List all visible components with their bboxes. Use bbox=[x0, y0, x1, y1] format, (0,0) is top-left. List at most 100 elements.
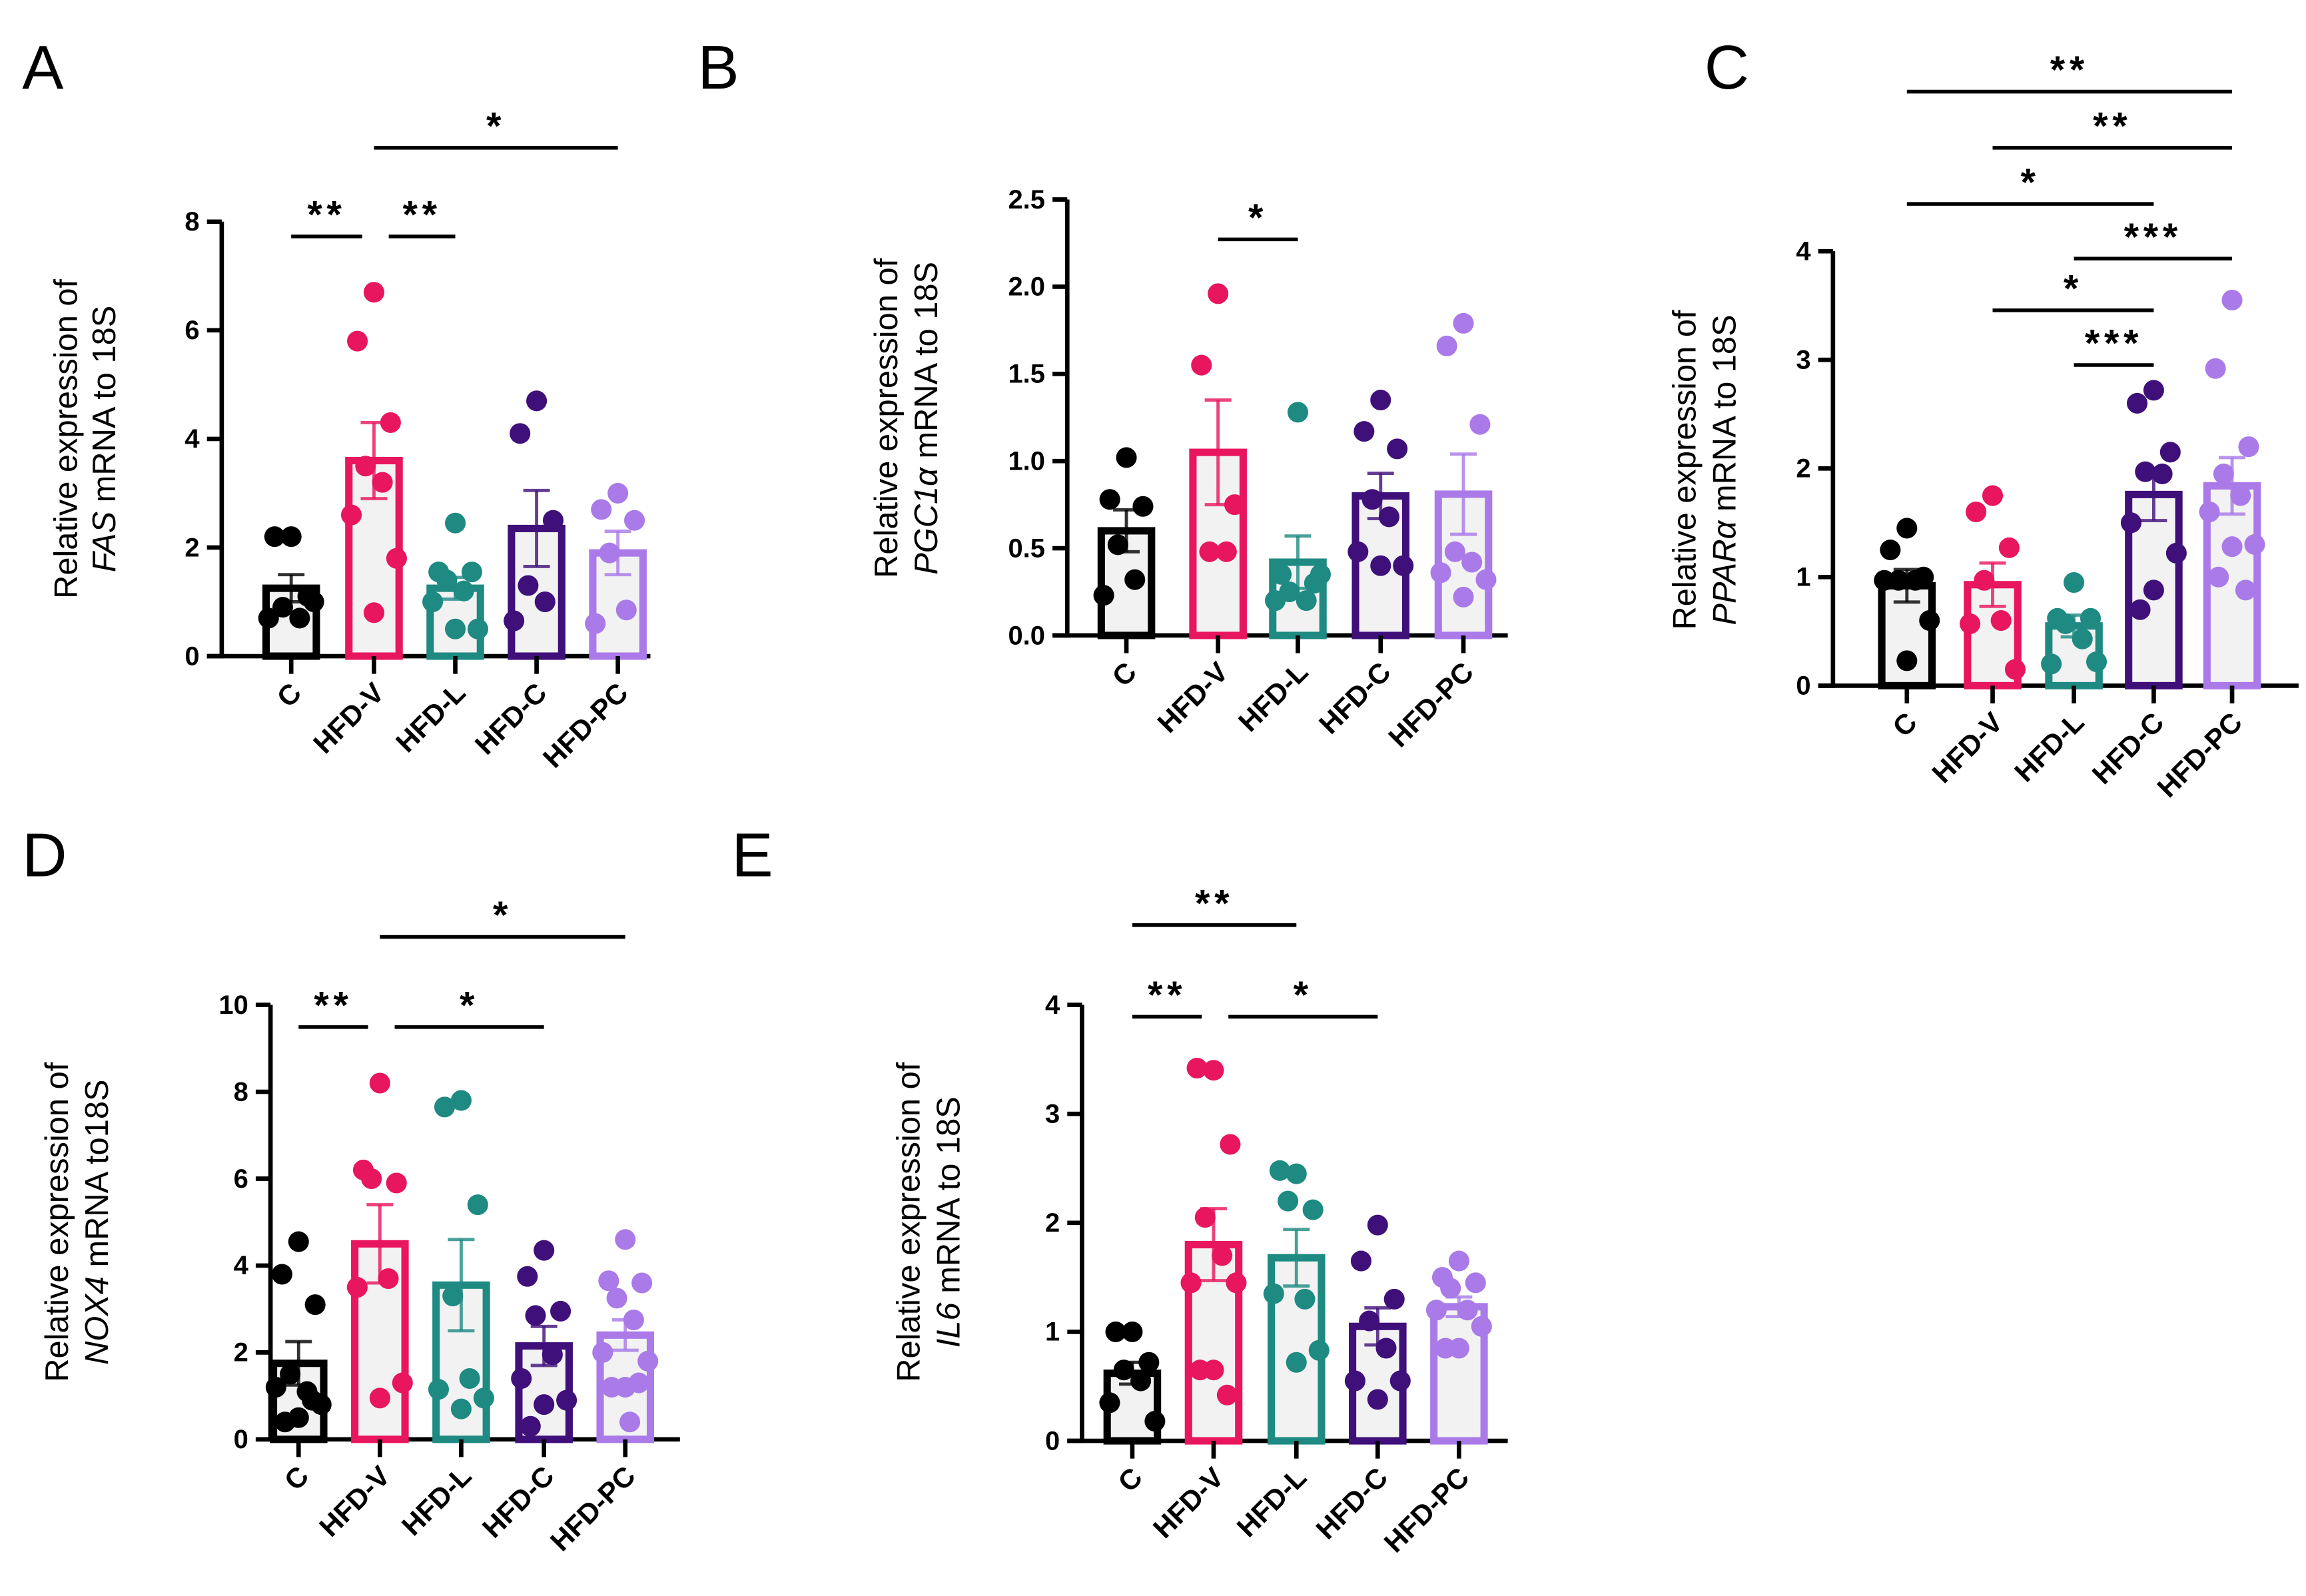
data-point bbox=[302, 1390, 323, 1411]
data-point bbox=[289, 607, 310, 629]
data-point bbox=[340, 504, 362, 526]
data-point bbox=[1294, 1288, 1316, 1310]
data-point bbox=[444, 618, 466, 639]
significance-label: *** bbox=[2124, 216, 2182, 258]
data-point bbox=[288, 1231, 309, 1252]
data-point bbox=[1430, 562, 1451, 584]
data-point bbox=[1874, 570, 1895, 591]
data-point bbox=[1370, 555, 1391, 576]
data-point bbox=[1122, 1321, 1143, 1342]
data-point bbox=[1359, 1310, 1380, 1332]
y-label-line2: PPARα mRNA to 18S bbox=[1707, 314, 1742, 625]
data-point bbox=[1269, 1160, 1290, 1181]
x-tick-label: HFD-L bbox=[2008, 706, 2090, 788]
data-point bbox=[1350, 1250, 1371, 1272]
data-point bbox=[1465, 1272, 1486, 1294]
data-point bbox=[386, 1172, 407, 1194]
data-point bbox=[1453, 586, 1474, 607]
data-point bbox=[2230, 485, 2251, 506]
panel-letter: E bbox=[732, 821, 773, 890]
data-point bbox=[304, 1294, 326, 1316]
data-point bbox=[363, 602, 384, 623]
data-point bbox=[2135, 461, 2156, 482]
panel-letter: C bbox=[1705, 33, 1749, 102]
data-point bbox=[1353, 421, 1375, 442]
data-point bbox=[1998, 537, 2020, 558]
data-point bbox=[1378, 506, 1399, 528]
y-label-line1: Relative expression of bbox=[1667, 310, 1703, 629]
significance-label: * bbox=[493, 894, 512, 937]
data-point bbox=[518, 575, 539, 596]
data-point bbox=[619, 1411, 641, 1433]
y-label-line1: Relative expression of bbox=[48, 278, 84, 598]
panel-letter: B bbox=[697, 33, 739, 102]
data-point bbox=[1475, 569, 1497, 590]
data-point bbox=[473, 1388, 494, 1409]
data-point bbox=[1286, 1352, 1307, 1373]
y-tick-label: 0 bbox=[1796, 671, 1810, 701]
data-point bbox=[264, 526, 285, 548]
x-tick-label: HFD-PC bbox=[1382, 656, 1479, 753]
significance-label: ** bbox=[307, 194, 346, 236]
significance-label: ** bbox=[402, 194, 441, 236]
data-point bbox=[1191, 354, 1212, 376]
data-point bbox=[591, 499, 612, 520]
data-point bbox=[504, 610, 525, 631]
panel-letter: A bbox=[22, 33, 63, 102]
data-point bbox=[265, 1377, 286, 1398]
y-label-gene: NOX4 bbox=[79, 1276, 115, 1365]
data-point bbox=[1896, 518, 1918, 539]
significance-label: * bbox=[460, 985, 479, 1027]
data-point bbox=[1904, 570, 1926, 591]
panel-letter: D bbox=[22, 821, 67, 890]
x-tick-label: HFD-V bbox=[1147, 1461, 1230, 1544]
y-tick-label: 1.5 bbox=[1008, 360, 1045, 389]
data-point bbox=[615, 1229, 636, 1250]
data-point bbox=[542, 510, 564, 531]
data-point bbox=[1278, 1190, 1299, 1212]
y-tick-label: 1 bbox=[1796, 563, 1810, 592]
y-tick-label: 0 bbox=[1045, 1426, 1060, 1455]
data-point bbox=[467, 618, 489, 639]
data-point bbox=[1367, 1214, 1388, 1236]
y-tick-label: 10 bbox=[218, 991, 248, 1020]
data-point bbox=[599, 542, 620, 564]
y-label-gene: PPARα bbox=[1707, 520, 1742, 625]
x-tick-label: HFD-PC bbox=[544, 1460, 641, 1557]
significance-label: ** bbox=[1195, 882, 1234, 925]
data-point bbox=[526, 390, 548, 412]
x-tick-label: HFD-V bbox=[1926, 706, 2008, 789]
data-point bbox=[1308, 1340, 1330, 1361]
x-tick-label: C bbox=[1886, 706, 1923, 743]
data-point bbox=[1367, 1389, 1388, 1410]
y-tick-label: 2 bbox=[1796, 454, 1810, 484]
data-point bbox=[1132, 496, 1154, 517]
data-point bbox=[347, 330, 368, 352]
y-tick-label: 4 bbox=[1796, 236, 1810, 266]
y-label-gene: IL6 bbox=[931, 1302, 966, 1348]
data-point bbox=[511, 1368, 532, 1390]
data-point bbox=[369, 1072, 390, 1094]
data-point bbox=[1264, 590, 1286, 611]
x-tick-label: HFD-C bbox=[1313, 656, 1397, 740]
data-point bbox=[271, 1264, 292, 1285]
data-point bbox=[280, 526, 302, 548]
data-point bbox=[436, 570, 458, 591]
data-point bbox=[1113, 1360, 1134, 1381]
data-point bbox=[1212, 1245, 1233, 1266]
data-point bbox=[2143, 580, 2164, 601]
data-point bbox=[1271, 564, 1292, 585]
data-point bbox=[1263, 1283, 1284, 1304]
panel-c: C Relative expression of PPARα mRNA to 18S… bbox=[1667, 33, 2299, 803]
y-label-line2: NOX4 mRNA to18S bbox=[79, 1079, 115, 1364]
y-axis-label: Relative expression of PPARα mRNA to 18S bbox=[1667, 310, 1742, 629]
x-tick-label: HFD-V bbox=[1151, 656, 1234, 739]
data-point bbox=[598, 1270, 619, 1292]
x-tick-label: HFD-PC bbox=[2151, 706, 2248, 803]
data-point bbox=[2199, 501, 2220, 523]
panel-a: A Relative expression of FAS mRNA to 18S 0 2… bbox=[22, 33, 651, 774]
y-label-line1: Relative expression of bbox=[39, 1062, 75, 1382]
data-point bbox=[1099, 489, 1120, 510]
data-point bbox=[1425, 1300, 1447, 1321]
